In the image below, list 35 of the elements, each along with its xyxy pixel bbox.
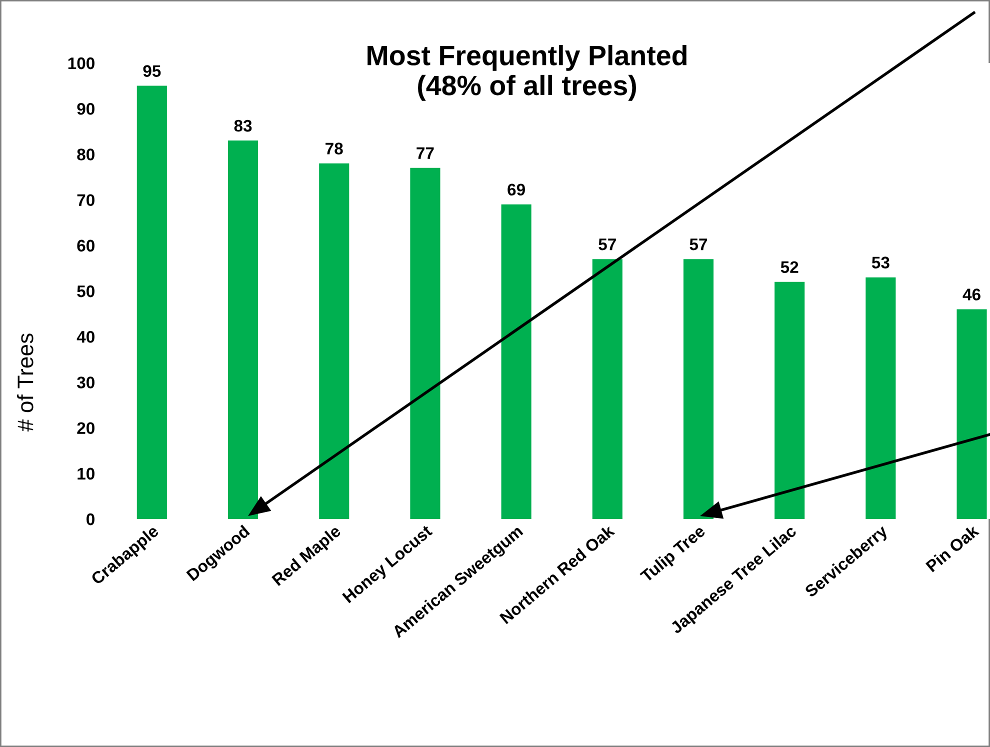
data-label: 69	[508, 184, 525, 196]
y-tick-label: 10	[78, 468, 94, 480]
data-label: 53	[872, 256, 890, 268]
bar	[774, 282, 805, 519]
data-label: 57	[690, 238, 708, 250]
bar	[228, 140, 258, 519]
y-tick-label: 40	[76, 331, 94, 343]
y-tick-label: 30	[76, 376, 94, 388]
bar	[866, 277, 896, 519]
x-tick-label: Tulip Tree	[639, 524, 708, 586]
data-label: 46	[962, 288, 980, 300]
data-label: 95	[143, 65, 161, 77]
data-label: 52	[780, 261, 798, 274]
y-tick-label: 20	[77, 422, 94, 434]
data-label: 57	[598, 238, 616, 250]
bar	[501, 204, 532, 519]
bar	[319, 163, 350, 519]
bar	[683, 259, 714, 519]
data-label: 78	[326, 142, 343, 154]
bar	[410, 168, 440, 519]
y-tick-label: 60	[77, 240, 94, 252]
y-tick-label: 90	[77, 103, 94, 115]
bar	[956, 309, 987, 519]
y-tick-label: 0	[86, 513, 94, 526]
chart-title: Most Frequently Planted (48% of all trees)	[368, 45, 686, 101]
y-tick-label: 80	[77, 148, 94, 160]
y-tick-label: 70	[77, 194, 94, 206]
y-tick-label: 50	[77, 285, 94, 298]
x-tick-label: Pin Oak	[925, 524, 980, 572]
y-tick-label: 100	[68, 57, 94, 70]
y-axis-title: # of Trees	[17, 334, 34, 432]
bar	[136, 86, 167, 519]
data-label: 83	[234, 120, 252, 132]
data-label: 77	[416, 147, 434, 159]
bar	[592, 259, 622, 519]
